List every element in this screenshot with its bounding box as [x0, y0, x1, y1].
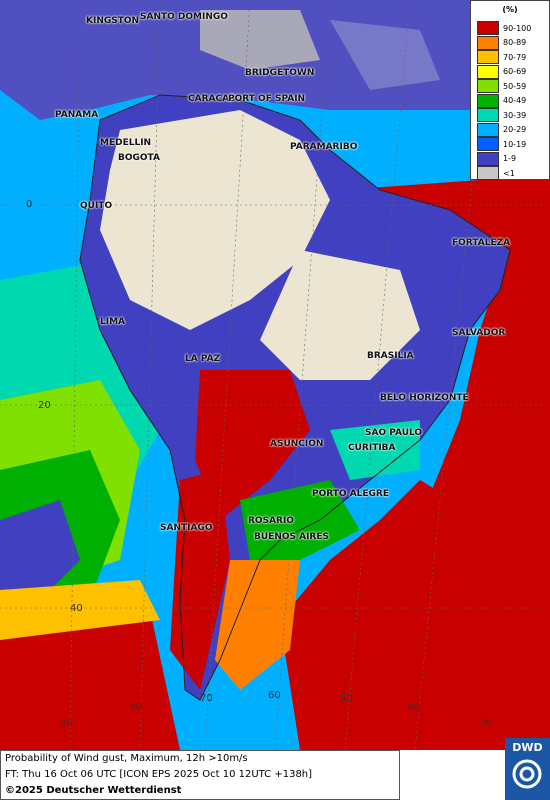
legend-swatch [477, 21, 499, 35]
legend-label: 60-69 [503, 67, 527, 76]
legend-entry: 30-39 [477, 108, 526, 122]
legend-label: 80-89 [503, 38, 527, 47]
footer: Probability of Wind gust, Maximum, 12h >… [0, 750, 400, 800]
legend-entry: 20-29 [477, 122, 527, 137]
city-sao-paulo: SAO PAULO [365, 428, 423, 438]
legend-entry: 80-89 [477, 35, 527, 50]
city-buenos-aires: BUENOS AIRES [254, 532, 329, 542]
dwd-logo: DWD [505, 738, 550, 800]
city-kingston: KINGSTON [86, 16, 140, 26]
city-porto-alegre: PORTO ALEGRE [312, 489, 390, 499]
legend-swatch [477, 166, 499, 180]
legend: (%) 90-100 80-89 70-79 60-69 50-59 40-49 30-39… [470, 0, 550, 180]
city-salvador: SALVADOR [452, 328, 506, 338]
legend-swatch [477, 93, 499, 108]
lon-label-30: 30 [480, 718, 493, 729]
city-medellin: MEDELLIN [100, 138, 152, 148]
legend-label: 40-49 [503, 96, 527, 105]
city-rosario: ROSARIO [248, 516, 294, 526]
legend-entry: <1 [477, 166, 515, 180]
legend-swatch [477, 122, 499, 137]
legend-swatch [477, 137, 499, 151]
probability-map [0, 0, 550, 750]
dwd-swirl-icon [512, 759, 542, 789]
legend-entry: 40-49 [477, 93, 527, 108]
lon-label-80: 80 [130, 702, 143, 713]
city-lima: LIMA [100, 317, 126, 327]
legend-label: 70-79 [503, 52, 527, 62]
dwd-logo-text: DWD [512, 741, 543, 754]
legend-label: <1 [503, 168, 515, 178]
legend-label: 50-59 [503, 81, 527, 91]
footer-product-line: Probability of Wind gust, Maximum, 12h >… [5, 753, 248, 764]
city-port-of-spain: PORT OF SPAIN [228, 94, 306, 104]
city-bogota: BOGOTA [118, 153, 160, 163]
lon-label-80-west: 80 [60, 718, 73, 729]
city-paramaribo: PARAMARIBO [290, 142, 358, 152]
city-fortaleza: FORTALEZA [452, 238, 511, 248]
legend-label: 20-29 [503, 125, 527, 134]
legend-entry: 70-79 [477, 50, 526, 64]
footer-copyright: ©2025 Deutscher Wetterdienst [5, 785, 182, 796]
legend-swatch [477, 151, 499, 166]
legend-label: 30-39 [503, 110, 527, 120]
legend-entry: 1-9 [477, 151, 517, 166]
legend-swatch [477, 50, 499, 64]
legend-label: 90-100 [503, 23, 532, 33]
city-asuncion: ASUNCION [270, 439, 324, 449]
legend-swatch [477, 108, 499, 122]
city-bridgetown: BRIDGETOWN [245, 68, 315, 78]
legend-swatch [477, 64, 499, 79]
city-curitiba: CURITIBA [348, 443, 396, 453]
city-quito: QUITO [80, 201, 113, 211]
legend-label: 1-9 [503, 154, 517, 163]
lon-label-60: 60 [268, 690, 281, 701]
lat-label-0: 0 [26, 199, 33, 210]
city-brasilia: BRASILIA [367, 351, 414, 361]
city-santo-domingo: SANTO DOMINGO [140, 12, 228, 22]
legend-swatch [477, 35, 499, 50]
lat-label-20: 20 [38, 400, 51, 411]
footer-forecast-line: FT: Thu 16 Oct 06 UTC [ICON EPS 2025 Oct… [5, 769, 313, 780]
lon-label-50: 50 [340, 693, 353, 704]
city-la-paz: LA PAZ [185, 354, 221, 364]
city-panama: PANAMA [55, 110, 99, 120]
legend-entry: 10-19 [477, 137, 526, 151]
city-santiago: SANTIAGO [160, 523, 213, 533]
lon-label-70: 70 [200, 693, 213, 704]
city-caracas: CARACAS [188, 94, 236, 104]
legend-entry: 50-59 [477, 79, 526, 93]
legend-label: 10-19 [503, 139, 527, 149]
legend-swatch [477, 79, 499, 93]
legend-title: (%) [502, 5, 518, 14]
legend-entry: 90-100 [477, 21, 531, 35]
city-belo-horizonte: BELO HORIZONTE [380, 393, 469, 403]
lon-label-40: 40 [408, 702, 421, 713]
lat-label-40: 40 [70, 603, 83, 614]
legend-entry: 60-69 [477, 64, 527, 79]
